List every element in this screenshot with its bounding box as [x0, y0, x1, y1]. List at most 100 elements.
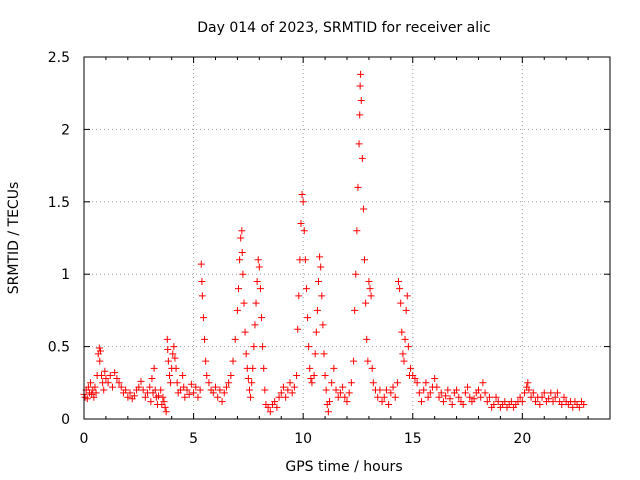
data-point	[387, 389, 395, 397]
data-point	[225, 379, 233, 387]
data-point	[362, 299, 370, 307]
data-point	[298, 191, 306, 199]
data-point	[240, 299, 248, 307]
data-point	[343, 398, 351, 406]
data-point	[308, 379, 316, 387]
data-point	[284, 386, 292, 394]
data-point	[301, 256, 309, 264]
data-point	[424, 393, 432, 401]
data-point	[551, 393, 559, 401]
data-point	[198, 277, 206, 285]
data-point	[95, 344, 103, 352]
data-point	[293, 372, 301, 380]
data-point	[402, 306, 410, 314]
data-point	[366, 285, 374, 293]
data-point	[315, 277, 323, 285]
data-point	[164, 345, 172, 353]
data-point	[321, 372, 329, 380]
data-point	[313, 306, 321, 314]
data-point	[365, 277, 373, 285]
data-point	[319, 321, 327, 329]
data-point	[286, 379, 294, 387]
y-tick-label: 0.5	[48, 340, 70, 356]
data-point	[312, 328, 320, 336]
data-point	[273, 403, 281, 411]
data-point	[162, 408, 170, 416]
data-point	[356, 82, 364, 90]
data-point	[239, 270, 247, 278]
data-point	[374, 393, 382, 401]
data-point	[238, 227, 246, 235]
data-point	[141, 393, 149, 401]
data-point	[148, 374, 156, 382]
data-point	[259, 343, 267, 351]
data-point	[111, 369, 119, 377]
data-point	[477, 393, 485, 401]
data-point	[92, 389, 100, 397]
data-point	[320, 350, 328, 358]
data-point	[245, 386, 253, 394]
data-point	[83, 395, 91, 403]
data-point	[146, 383, 154, 391]
data-point	[264, 403, 272, 411]
data-point	[536, 401, 544, 409]
data-point	[385, 401, 393, 409]
y-axis-label: SRMTID / TECUs	[6, 182, 22, 295]
data-point	[256, 285, 264, 293]
data-point	[214, 393, 222, 401]
data-point	[108, 383, 116, 391]
data-point	[422, 379, 430, 387]
data-point	[341, 393, 349, 401]
data-point	[241, 328, 249, 336]
data-point	[439, 398, 447, 406]
data-point	[233, 306, 241, 314]
data-point	[558, 401, 566, 409]
data-point	[345, 389, 353, 397]
data-point	[261, 386, 269, 394]
y-tick-label: 2	[61, 122, 70, 138]
data-point	[575, 403, 583, 411]
data-point	[100, 386, 108, 394]
data-point	[357, 70, 365, 78]
data-point	[251, 321, 259, 329]
data-point	[209, 389, 217, 397]
data-point	[288, 389, 296, 397]
y-tick-label: 0	[61, 412, 70, 428]
data-point	[336, 389, 344, 397]
data-point	[368, 364, 376, 372]
data-point	[250, 343, 258, 351]
data-point	[380, 393, 388, 401]
data-point	[275, 393, 283, 401]
data-point	[299, 198, 307, 206]
data-point	[353, 227, 361, 235]
data-point	[198, 292, 206, 300]
data-point	[311, 350, 319, 358]
data-point	[165, 372, 173, 380]
data-point	[163, 335, 171, 343]
data-point	[367, 292, 375, 300]
data-point	[258, 314, 266, 322]
data-point	[235, 285, 243, 293]
data-point	[252, 299, 260, 307]
data-point	[173, 379, 181, 387]
data-point	[516, 393, 524, 401]
data-point	[96, 357, 104, 365]
data-point	[305, 343, 313, 351]
x-tick-label: 15	[404, 431, 422, 447]
data-point	[580, 401, 588, 409]
data-point	[197, 260, 205, 268]
data-point	[164, 357, 172, 365]
data-point	[104, 379, 112, 387]
data-point	[282, 393, 290, 401]
data-point	[435, 393, 443, 401]
x-tick-label: 20	[513, 431, 531, 447]
data-point	[183, 386, 191, 394]
data-point	[545, 395, 553, 403]
data-point	[481, 389, 489, 397]
data-point	[396, 285, 404, 293]
data-point	[531, 398, 539, 406]
y-tick-label: 2.5	[48, 50, 70, 66]
data-point	[139, 386, 147, 394]
data-point	[420, 386, 428, 394]
data-point	[84, 383, 92, 391]
